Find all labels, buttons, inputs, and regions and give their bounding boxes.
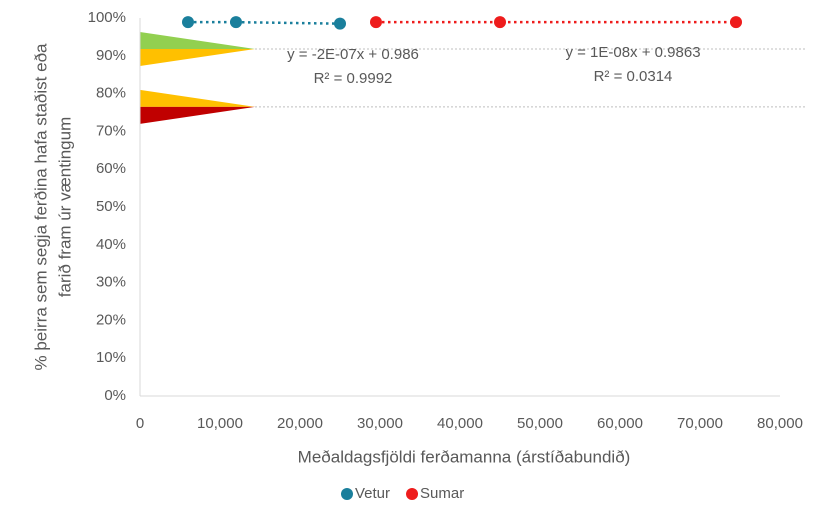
x-tick-label: 70,000 <box>677 415 723 432</box>
threshold-triangle <box>140 31 255 49</box>
y-tick-label: 90% <box>96 47 126 64</box>
y-tick-label: 80% <box>96 85 126 102</box>
threshold-triangle <box>140 89 255 107</box>
point <box>370 16 382 29</box>
trend-equation: y = 1E-08x + 0.9863 <box>565 44 700 61</box>
y-axis-label: % þeirra sem segja ferðina hafa staðist … <box>31 43 50 371</box>
legend-marker <box>406 488 419 500</box>
y-tick-label: 20% <box>96 311 126 328</box>
point <box>334 17 346 30</box>
y-tick-label: 50% <box>96 198 126 215</box>
x-tick-label: 10,000 <box>197 415 243 432</box>
y-axis-label: farið fram úr væntingum <box>55 117 74 297</box>
trend-equation: y = -2E-07x + 0.986 <box>287 46 419 63</box>
x-tick-label: 30,000 <box>357 415 403 432</box>
x-tick-label: 20,000 <box>277 415 323 432</box>
point <box>730 16 742 29</box>
point <box>182 16 194 29</box>
x-tick-label: 80,000 <box>757 415 803 432</box>
point <box>230 16 242 29</box>
y-tick-label: 0% <box>104 387 126 404</box>
y-tick-label: 30% <box>96 274 126 291</box>
trendline <box>188 20 341 25</box>
legend-label: Sumar <box>420 485 464 502</box>
x-tick-label: 60,000 <box>597 415 643 432</box>
y-tick-label: 40% <box>96 236 126 253</box>
threshold-triangle <box>140 48 255 66</box>
y-tick-label: 100% <box>88 9 126 26</box>
legend-label: Vetur <box>355 485 390 502</box>
trend-equation: R² = 0.9992 <box>314 70 393 87</box>
y-tick-label: 10% <box>96 349 126 366</box>
legend-marker <box>341 488 353 500</box>
y-tick-label: 70% <box>96 122 126 139</box>
y-tick-label: 60% <box>96 160 126 177</box>
x-tick-label: 40,000 <box>437 415 483 432</box>
point <box>494 16 506 29</box>
x-tick-label: 50,000 <box>517 415 563 432</box>
x-tick-label: 0 <box>136 415 144 432</box>
trend-equation: R² = 0.0314 <box>594 68 673 85</box>
x-axis-label: Meðaldagsfjöldi ferðamanna (árstíðabundi… <box>298 447 631 466</box>
threshold-triangle <box>140 106 255 124</box>
